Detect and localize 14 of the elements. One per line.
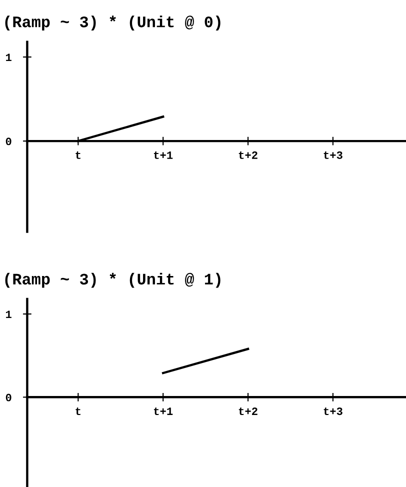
y-tick-label: 0	[6, 394, 12, 402]
chart-title: (Ramp ~ 3) * (Unit @ 0)	[5, 16, 220, 30]
y-tick-label: 1	[6, 54, 12, 62]
x-tick-label: t	[76, 151, 80, 159]
x-tick-label: t+2	[238, 151, 258, 159]
y-tick-label: 0	[6, 138, 12, 146]
chart-title: (Ramp ~ 3) * (Unit @ 1)	[5, 272, 220, 288]
x-tick-label: t+2	[238, 408, 258, 416]
y-tick-label: 1	[6, 310, 12, 318]
x-tick-label: t+1	[154, 408, 173, 416]
x-tick-label: t+1	[154, 151, 173, 159]
x-tick-label: t	[76, 408, 80, 416]
x-tick-label: t+3	[324, 408, 342, 416]
x-tick-label: t+3	[324, 151, 342, 159]
